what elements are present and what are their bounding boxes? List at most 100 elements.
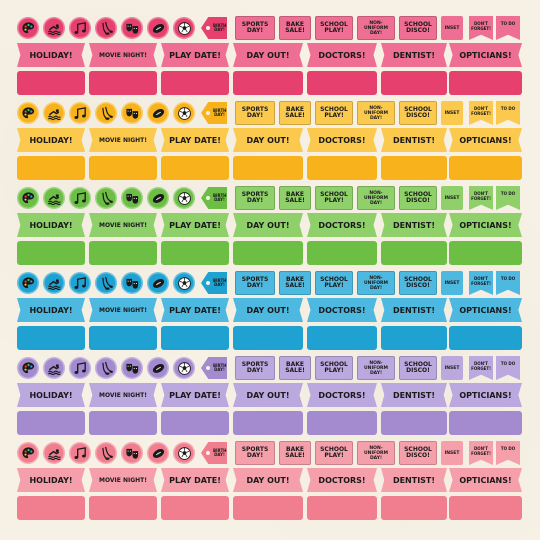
dont-forget-flag: DON'T FORGET!: [469, 16, 493, 40]
dont-forget-flag: DON'T FORGET!: [469, 441, 493, 465]
blank-strip: [17, 326, 85, 350]
dentist-ribbon: DENTIST!: [381, 298, 447, 322]
bake-sale-sticker: BAKE SALE!: [279, 441, 311, 465]
birthday-label: BIRTH DAY!: [213, 192, 227, 202]
ballet-shoes-icon: [95, 187, 117, 209]
blank-strip: [449, 326, 522, 350]
movie-night-ribbon: MOVIE NIGHT!: [89, 383, 157, 407]
play-date-ribbon: PLAY DATE!: [161, 383, 229, 407]
doctors-ribbon: DOCTORS!: [307, 468, 377, 492]
theatre-masks-icon: [121, 102, 143, 124]
dentist-ribbon: DENTIST!: [381, 383, 447, 407]
inset-sticker: INSET: [441, 441, 463, 465]
blank-strip: [449, 71, 522, 95]
day-out-ribbon: DAY OUT!: [233, 128, 303, 152]
movie-night-ribbon: MOVIE NIGHT!: [89, 128, 157, 152]
palette-icon: [17, 102, 39, 124]
movie-night-ribbon: MOVIE NIGHT!: [89, 298, 157, 322]
sports-day-sticker: SPORTS DAY!: [235, 441, 275, 465]
ballet-shoes-icon: [95, 17, 117, 39]
blank-strip: [449, 156, 522, 180]
blank-strip: [17, 71, 85, 95]
inset-sticker: INSET: [441, 101, 463, 125]
blank-strip: [233, 326, 303, 350]
blank-strip: [89, 326, 157, 350]
movie-night-ribbon: MOVIE NIGHT!: [89, 213, 157, 237]
school-disco-sticker: SCHOOL DISCO!: [399, 271, 437, 295]
blank-strip: [89, 241, 157, 265]
sports-day-sticker: SPORTS DAY!: [235, 271, 275, 295]
holiday-ribbon: HOLIDAY!: [17, 43, 85, 67]
to-do-flag: TO DO: [496, 16, 520, 40]
rugby-ball-icon: [147, 17, 169, 39]
doctors-ribbon: DOCTORS!: [307, 213, 377, 237]
school-play-sticker: SCHOOL PLAY!: [315, 101, 353, 125]
blank-strip: [233, 411, 303, 435]
bake-sale-sticker: BAKE SALE!: [279, 186, 311, 210]
to-do-flag: TO DO: [496, 101, 520, 125]
blank-strip: [307, 241, 377, 265]
birthday-tag: BIRTH DAY!: [201, 17, 227, 39]
sports-day-sticker: SPORTS DAY!: [235, 16, 275, 40]
day-out-ribbon: DAY OUT!: [233, 43, 303, 67]
ballet-shoes-icon: [95, 442, 117, 464]
dentist-ribbon: DENTIST!: [381, 43, 447, 67]
swimmer-icon: [43, 272, 65, 294]
play-date-ribbon: PLAY DATE!: [161, 128, 229, 152]
blank-strip: [307, 156, 377, 180]
blank-strip: [161, 411, 229, 435]
non-uniform-sticker: NON- UNIFORM DAY!: [357, 16, 395, 40]
palette-icon: [17, 17, 39, 39]
holiday-ribbon: HOLIDAY!: [17, 468, 85, 492]
blank-strip: [17, 411, 85, 435]
non-uniform-sticker: NON- UNIFORM DAY!: [357, 186, 395, 210]
school-disco-sticker: SCHOOL DISCO!: [399, 16, 437, 40]
birthday-label: BIRTH DAY!: [213, 107, 227, 117]
school-disco-sticker: SCHOOL DISCO!: [399, 186, 437, 210]
palette-icon: [17, 272, 39, 294]
inset-sticker: INSET: [441, 186, 463, 210]
palette-icon: [17, 357, 39, 379]
dentist-ribbon: DENTIST!: [381, 213, 447, 237]
palette-icon: [17, 442, 39, 464]
blank-strip: [381, 241, 447, 265]
football-icon: [173, 272, 195, 294]
sticker-row-lightpink: BIRTH DAY! SPORTS DAY! BAKE SALE! SCHOOL PL…: [17, 441, 522, 520]
rugby-ball-icon: [147, 187, 169, 209]
blank-strip: [381, 71, 447, 95]
blank-strip: [161, 496, 229, 520]
to-do-flag: TO DO: [496, 186, 520, 210]
football-icon: [173, 17, 195, 39]
to-do-flag: TO DO: [496, 271, 520, 295]
blank-strip: [449, 496, 522, 520]
blank-strip: [307, 496, 377, 520]
sticker-row-blue: BIRTH DAY! SPORTS DAY! BAKE SALE! SCHOOL PL…: [17, 271, 522, 350]
sports-day-sticker: SPORTS DAY!: [235, 356, 275, 380]
dont-forget-flag: DON'T FORGET!: [469, 101, 493, 125]
theatre-masks-icon: [121, 17, 143, 39]
dentist-ribbon: DENTIST!: [381, 468, 447, 492]
blank-strip: [233, 496, 303, 520]
opticians-ribbon: OPTICIANS!: [449, 128, 522, 152]
football-icon: [173, 102, 195, 124]
birthday-label: BIRTH DAY!: [213, 447, 227, 457]
football-icon: [173, 442, 195, 464]
ballet-shoes-icon: [95, 272, 117, 294]
school-disco-sticker: SCHOOL DISCO!: [399, 441, 437, 465]
blank-strip: [17, 156, 85, 180]
doctors-ribbon: DOCTORS!: [307, 298, 377, 322]
birthday-tag: BIRTH DAY!: [201, 102, 227, 124]
day-out-ribbon: DAY OUT!: [233, 468, 303, 492]
blank-strip: [381, 496, 447, 520]
dont-forget-flag: DON'T FORGET!: [469, 271, 493, 295]
swimmer-icon: [43, 357, 65, 379]
music-notes-icon: [69, 17, 91, 39]
play-date-ribbon: PLAY DATE!: [161, 468, 229, 492]
birthday-label: BIRTH DAY!: [213, 362, 227, 372]
dentist-ribbon: DENTIST!: [381, 128, 447, 152]
bake-sale-sticker: BAKE SALE!: [279, 16, 311, 40]
swimmer-icon: [43, 17, 65, 39]
school-play-sticker: SCHOOL PLAY!: [315, 186, 353, 210]
swimmer-icon: [43, 102, 65, 124]
blank-strip: [161, 71, 229, 95]
